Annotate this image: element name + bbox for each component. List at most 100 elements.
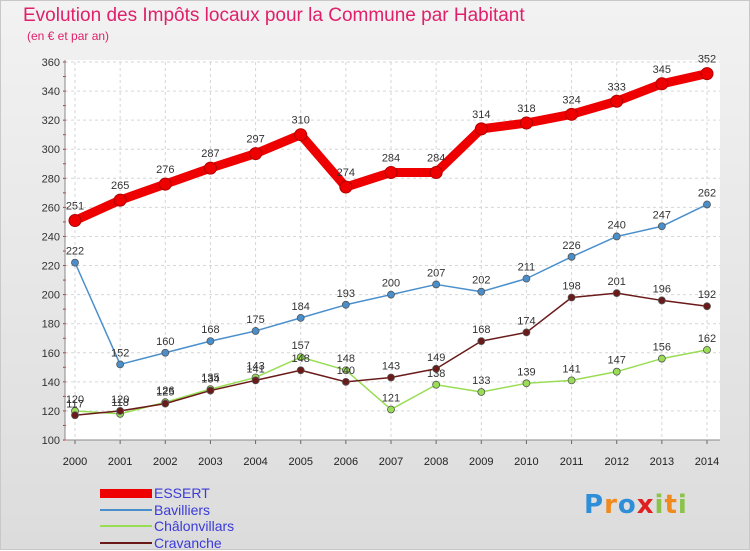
legend-item: ESSERT bbox=[100, 485, 210, 501]
data-label-cravanche: 125 bbox=[156, 387, 174, 399]
data-point-ch-lonvillars bbox=[387, 405, 395, 414]
chart-title: Evolution des Impôts locaux pour la Comm… bbox=[23, 5, 525, 26]
data-label-bavilliers: 193 bbox=[337, 288, 355, 300]
x-tick-label: 2002 bbox=[153, 456, 177, 468]
data-label-essert: 310 bbox=[292, 115, 310, 127]
data-label-essert: 318 bbox=[517, 103, 535, 115]
data-point-cravanche bbox=[522, 328, 531, 337]
data-label-ch-lonvillars: 157 bbox=[292, 340, 310, 352]
data-label-bavilliers: 222 bbox=[66, 246, 84, 258]
legend-swatch bbox=[100, 525, 152, 527]
data-label-essert: 274 bbox=[337, 167, 355, 179]
data-label-bavilliers: 202 bbox=[472, 275, 490, 287]
data-point-essert bbox=[158, 177, 172, 191]
data-point-ch-lonvillars bbox=[612, 367, 621, 376]
data-point-essert bbox=[565, 107, 579, 121]
y-tick-label: 280 bbox=[42, 173, 60, 185]
data-label-ch-lonvillars: 135 bbox=[201, 372, 219, 384]
y-tick-label: 140 bbox=[42, 377, 60, 389]
y-tick-label: 240 bbox=[42, 231, 60, 243]
data-label-essert: 251 bbox=[66, 200, 84, 212]
y-tick-label: 260 bbox=[42, 202, 60, 214]
data-label-essert: 333 bbox=[608, 81, 626, 93]
data-label-cravanche: 174 bbox=[517, 315, 535, 327]
data-label-ch-lonvillars: 120 bbox=[66, 394, 84, 406]
data-point-essert bbox=[113, 193, 127, 207]
data-point-essert bbox=[429, 165, 443, 179]
data-point-cravanche bbox=[477, 337, 486, 346]
y-tick-label: 320 bbox=[42, 115, 60, 127]
data-label-cravanche: 140 bbox=[337, 365, 355, 377]
data-point-bavilliers bbox=[296, 313, 305, 322]
data-point-bavilliers bbox=[657, 222, 666, 231]
data-label-bavilliers: 168 bbox=[201, 324, 219, 336]
legend-label: Cravanche bbox=[154, 534, 222, 551]
x-tick-label: 2012 bbox=[604, 456, 628, 468]
data-point-essert bbox=[700, 67, 714, 81]
data-label-bavilliers: 211 bbox=[518, 262, 536, 274]
data-point-bavilliers bbox=[116, 360, 125, 369]
data-point-cravanche bbox=[703, 302, 711, 311]
y-tick-label: 100 bbox=[42, 435, 60, 447]
x-tick-label: 2004 bbox=[243, 456, 267, 468]
y-tick-label: 200 bbox=[42, 290, 60, 302]
data-point-essert bbox=[203, 161, 217, 175]
data-point-ch-lonvillars bbox=[341, 366, 350, 375]
data-point-bavilliers bbox=[251, 327, 260, 335]
data-point-ch-lonvillars bbox=[432, 380, 441, 389]
data-point-cravanche bbox=[567, 293, 576, 302]
data-label-cravanche: 148 bbox=[292, 353, 310, 365]
plot-area bbox=[65, 60, 720, 440]
x-tick-label: 2006 bbox=[334, 456, 358, 468]
data-label-cravanche: 196 bbox=[653, 283, 671, 295]
data-point-cravanche bbox=[251, 376, 260, 385]
data-point-essert bbox=[68, 213, 82, 227]
data-point-essert bbox=[519, 116, 533, 130]
data-point-bavilliers bbox=[612, 232, 621, 241]
data-point-bavilliers bbox=[703, 200, 711, 209]
legend-item: Bavilliers bbox=[100, 502, 210, 518]
data-point-ch-lonvillars bbox=[522, 379, 531, 388]
data-label-ch-lonvillars: 138 bbox=[427, 368, 445, 380]
legend-label: ESSERT bbox=[154, 485, 210, 501]
data-label-bavilliers: 184 bbox=[292, 301, 310, 313]
data-label-ch-lonvillars: 162 bbox=[698, 333, 716, 345]
data-point-bavilliers bbox=[477, 287, 486, 296]
x-tick-label: 2003 bbox=[198, 456, 222, 468]
data-label-cravanche: 120 bbox=[111, 394, 129, 406]
x-tick-label: 2008 bbox=[424, 456, 448, 468]
data-point-cravanche bbox=[116, 407, 125, 415]
data-label-essert: 314 bbox=[472, 109, 490, 121]
data-point-cravanche bbox=[161, 399, 170, 408]
data-point-essert bbox=[249, 147, 263, 161]
data-label-bavilliers: 200 bbox=[382, 278, 400, 290]
logo-letter: P bbox=[584, 490, 605, 520]
data-label-ch-lonvillars: 121 bbox=[382, 392, 400, 404]
data-label-cravanche: 117 bbox=[66, 398, 84, 410]
data-point-bavilliers bbox=[522, 274, 531, 283]
logo-letter: i bbox=[677, 490, 688, 520]
data-label-essert: 297 bbox=[246, 134, 264, 146]
data-label-essert: 284 bbox=[427, 152, 445, 164]
data-point-essert bbox=[655, 77, 669, 91]
legend-label: Châlonvillars bbox=[154, 518, 235, 534]
data-label-ch-lonvillars: 147 bbox=[608, 355, 626, 367]
data-label-ch-lonvillars: 156 bbox=[653, 342, 671, 354]
logo-letter: i bbox=[654, 490, 665, 520]
y-tick-label: 220 bbox=[42, 261, 60, 273]
y-tick-label: 160 bbox=[42, 348, 60, 360]
data-point-bavilliers bbox=[567, 252, 576, 261]
data-point-ch-lonvillars bbox=[657, 354, 666, 363]
data-label-essert: 352 bbox=[698, 54, 716, 66]
data-label-ch-lonvillars: 139 bbox=[517, 366, 535, 378]
data-label-ch-lonvillars: 118 bbox=[111, 397, 129, 409]
data-label-bavilliers: 240 bbox=[608, 219, 626, 231]
data-point-essert bbox=[610, 94, 624, 108]
data-point-ch-lonvillars bbox=[703, 345, 711, 354]
legend-item: Cravanche bbox=[100, 535, 222, 551]
y-tick-label: 340 bbox=[42, 86, 60, 98]
data-label-essert: 284 bbox=[382, 152, 400, 164]
x-tick-label: 2000 bbox=[63, 456, 87, 468]
legend-label: Bavilliers bbox=[154, 501, 211, 518]
x-tick-label: 2009 bbox=[469, 456, 493, 468]
